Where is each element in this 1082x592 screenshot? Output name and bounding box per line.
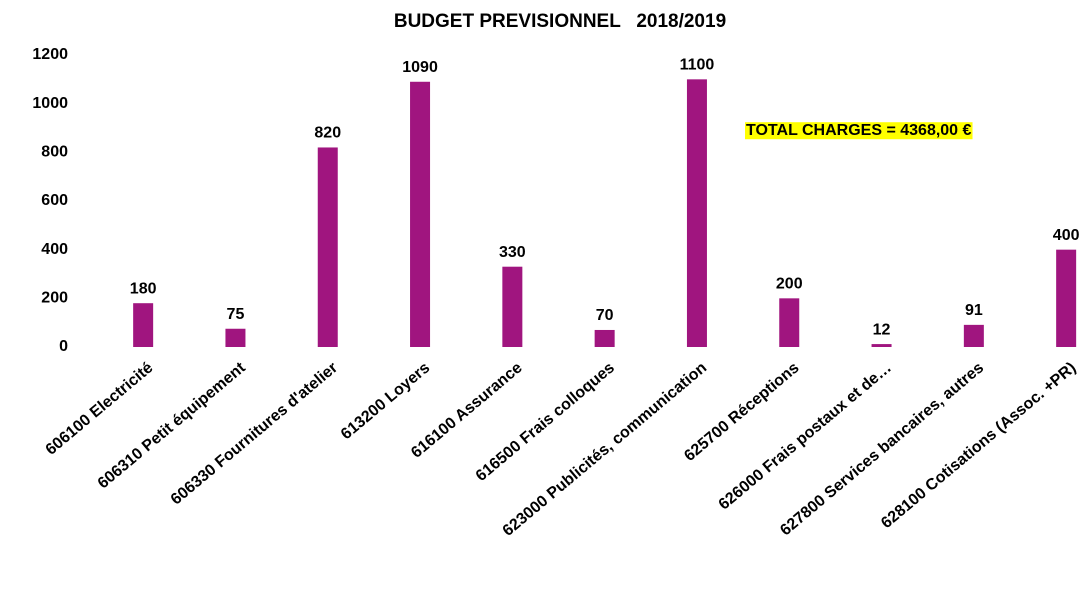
- data-label: 91: [965, 302, 983, 319]
- data-label: 200: [776, 276, 803, 293]
- data-label: 180: [130, 280, 157, 297]
- chart-title: BUDGET PREVISIONNEL 2018/2019: [394, 11, 726, 32]
- y-tick-label: 400: [41, 241, 68, 258]
- bar: [1056, 249, 1077, 347]
- data-label: 330: [499, 244, 526, 261]
- bar: [594, 329, 615, 347]
- x-tick-label: 627800 Services bancaires, autres: [777, 359, 987, 539]
- annotation-background: [745, 122, 973, 140]
- x-tick-label: 613200 Loyers: [338, 359, 434, 443]
- x-tick-label: 628100 Cotisations (Assoc. +PR): [878, 359, 1079, 532]
- data-label: 1090: [402, 59, 438, 76]
- annotation: TOTAL CHARGES = 4368,00 €: [746, 122, 972, 139]
- bar: [133, 303, 154, 347]
- y-tick-label: 600: [41, 192, 68, 209]
- y-tick-label: 1000: [32, 95, 68, 112]
- x-tick-label: 606310 Petit équipement: [95, 359, 250, 493]
- data-label: 70: [596, 307, 614, 324]
- bar: [410, 81, 431, 348]
- bar: [317, 147, 338, 347]
- y-tick-label: 0: [59, 338, 68, 355]
- y-tick-label: 1200: [32, 46, 68, 63]
- bar: [502, 266, 523, 347]
- bar: [779, 298, 800, 347]
- x-tick-label: 623000 Publicités, communication: [500, 359, 711, 540]
- x-tick-label: 606330 Fournitures d'atelier: [168, 359, 341, 508]
- data-label: 820: [314, 125, 341, 142]
- bar: [225, 328, 246, 347]
- data-label: 1100: [680, 57, 715, 74]
- data-label: 75: [227, 306, 245, 323]
- x-tick-label: 626000 Frais postaux et de…: [716, 359, 895, 513]
- y-tick-label: 800: [41, 144, 68, 161]
- bar: [871, 344, 892, 347]
- data-label: 400: [1053, 227, 1080, 244]
- y-tick-label: 200: [41, 290, 68, 307]
- bar: [686, 79, 707, 347]
- bar: [963, 324, 984, 347]
- data-label: 12: [873, 321, 891, 338]
